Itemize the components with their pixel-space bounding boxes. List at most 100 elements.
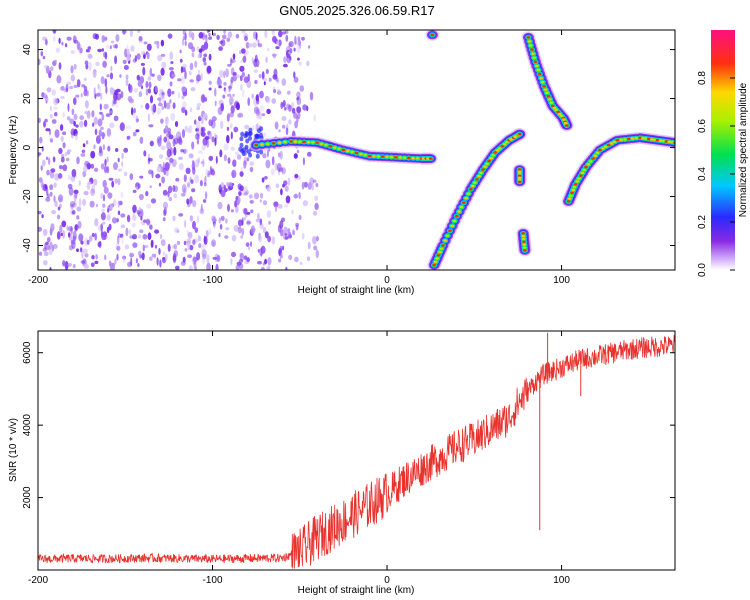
noise-speck xyxy=(196,102,202,107)
noise-speck xyxy=(225,218,228,224)
noise-speck xyxy=(241,71,245,78)
noise-speck xyxy=(246,157,250,162)
noise-speck xyxy=(267,235,271,243)
noise-speck xyxy=(256,98,260,105)
noise-speck xyxy=(261,113,266,117)
noise-speck xyxy=(194,174,200,184)
noise-speck xyxy=(259,222,264,230)
noise-speck xyxy=(285,195,291,204)
noise-speck xyxy=(271,236,276,245)
noise-speck xyxy=(208,155,214,161)
noise-field xyxy=(38,30,319,270)
noise-speck xyxy=(181,184,187,194)
noise-speck xyxy=(64,261,69,270)
noise-speck xyxy=(189,215,194,222)
noise-speck xyxy=(199,179,203,187)
noise-speck xyxy=(292,228,295,235)
noise-speck xyxy=(166,141,172,150)
noise-speck xyxy=(212,241,215,247)
y-tick-label: 6000 xyxy=(22,341,33,364)
noise-speck xyxy=(84,100,89,109)
noise-speck xyxy=(202,112,208,121)
noise-speck xyxy=(264,30,268,39)
noise-speck xyxy=(180,260,186,266)
noise-speck xyxy=(44,242,47,250)
noise-speck xyxy=(243,207,248,215)
noise-speck xyxy=(229,102,232,107)
noise-speck xyxy=(61,41,64,46)
noise-speck xyxy=(184,248,188,252)
y-tick-label: -20 xyxy=(22,189,33,204)
noise-speck xyxy=(49,191,53,197)
noise-speck xyxy=(126,48,130,55)
trace-core xyxy=(586,163,591,166)
trace-core xyxy=(609,142,614,145)
noise-speck xyxy=(268,220,271,225)
trace-core xyxy=(346,149,350,153)
noise-blob xyxy=(255,133,260,139)
trace-core xyxy=(530,48,534,51)
noise-speck xyxy=(187,182,191,188)
noise-speck xyxy=(42,228,48,236)
noise-speck xyxy=(161,105,164,110)
noise-speck xyxy=(165,102,171,110)
noise-speck xyxy=(181,106,186,114)
trace-core xyxy=(363,153,368,157)
noise-speck xyxy=(184,219,187,229)
noise-speck xyxy=(181,129,186,138)
noise-speck xyxy=(102,203,106,208)
noise-speck xyxy=(215,263,219,270)
noise-speck xyxy=(238,258,244,264)
noise-speck xyxy=(50,113,53,119)
noise-speck xyxy=(135,186,139,190)
snr-frame xyxy=(37,330,676,571)
noise-speck xyxy=(174,227,179,233)
trace-core xyxy=(466,192,471,195)
noise-speck xyxy=(239,50,242,55)
noise-speck xyxy=(284,236,289,240)
noise-speck xyxy=(288,41,294,48)
noise-speck xyxy=(208,32,211,37)
trace-core xyxy=(630,137,635,140)
noise-speck xyxy=(188,30,192,38)
noise-speck xyxy=(189,79,194,83)
noise-speck xyxy=(181,95,185,100)
noise-speck xyxy=(262,200,268,206)
noise-speck xyxy=(108,223,112,231)
noise-speck xyxy=(284,107,287,111)
noise-speck xyxy=(202,199,207,203)
noise-speck xyxy=(100,230,104,239)
noise-speck xyxy=(120,213,126,218)
noise-speck xyxy=(235,264,240,270)
y-tick-label: 2000 xyxy=(22,486,33,509)
trace-core xyxy=(376,155,381,158)
noise-speck xyxy=(58,165,63,170)
noise-speck xyxy=(314,195,319,201)
noise-speck xyxy=(113,115,119,122)
noise-speck xyxy=(46,245,51,251)
noise-speck xyxy=(213,222,216,229)
noise-speck xyxy=(47,236,51,243)
noise-speck xyxy=(71,240,76,250)
trace-core xyxy=(455,214,459,218)
noise-speck xyxy=(273,201,279,208)
trace-core xyxy=(533,60,538,63)
noise-speck xyxy=(135,258,138,264)
noise-speck xyxy=(293,112,298,119)
trace-core xyxy=(500,145,505,148)
noise-speck xyxy=(241,228,245,236)
trace-core xyxy=(644,137,648,140)
noise-speck xyxy=(184,40,187,47)
noise-speck xyxy=(165,156,171,161)
noise-speck xyxy=(198,243,202,249)
noise-speck xyxy=(64,43,68,48)
noise-speck xyxy=(149,95,154,104)
noise-speck xyxy=(171,90,175,95)
noise-speck xyxy=(302,104,308,111)
noise-speck xyxy=(95,203,98,208)
trace-core xyxy=(601,147,605,150)
noise-speck xyxy=(166,148,172,158)
trace-core xyxy=(551,104,555,108)
noise-speck xyxy=(94,218,99,227)
noise-speck xyxy=(266,108,271,115)
